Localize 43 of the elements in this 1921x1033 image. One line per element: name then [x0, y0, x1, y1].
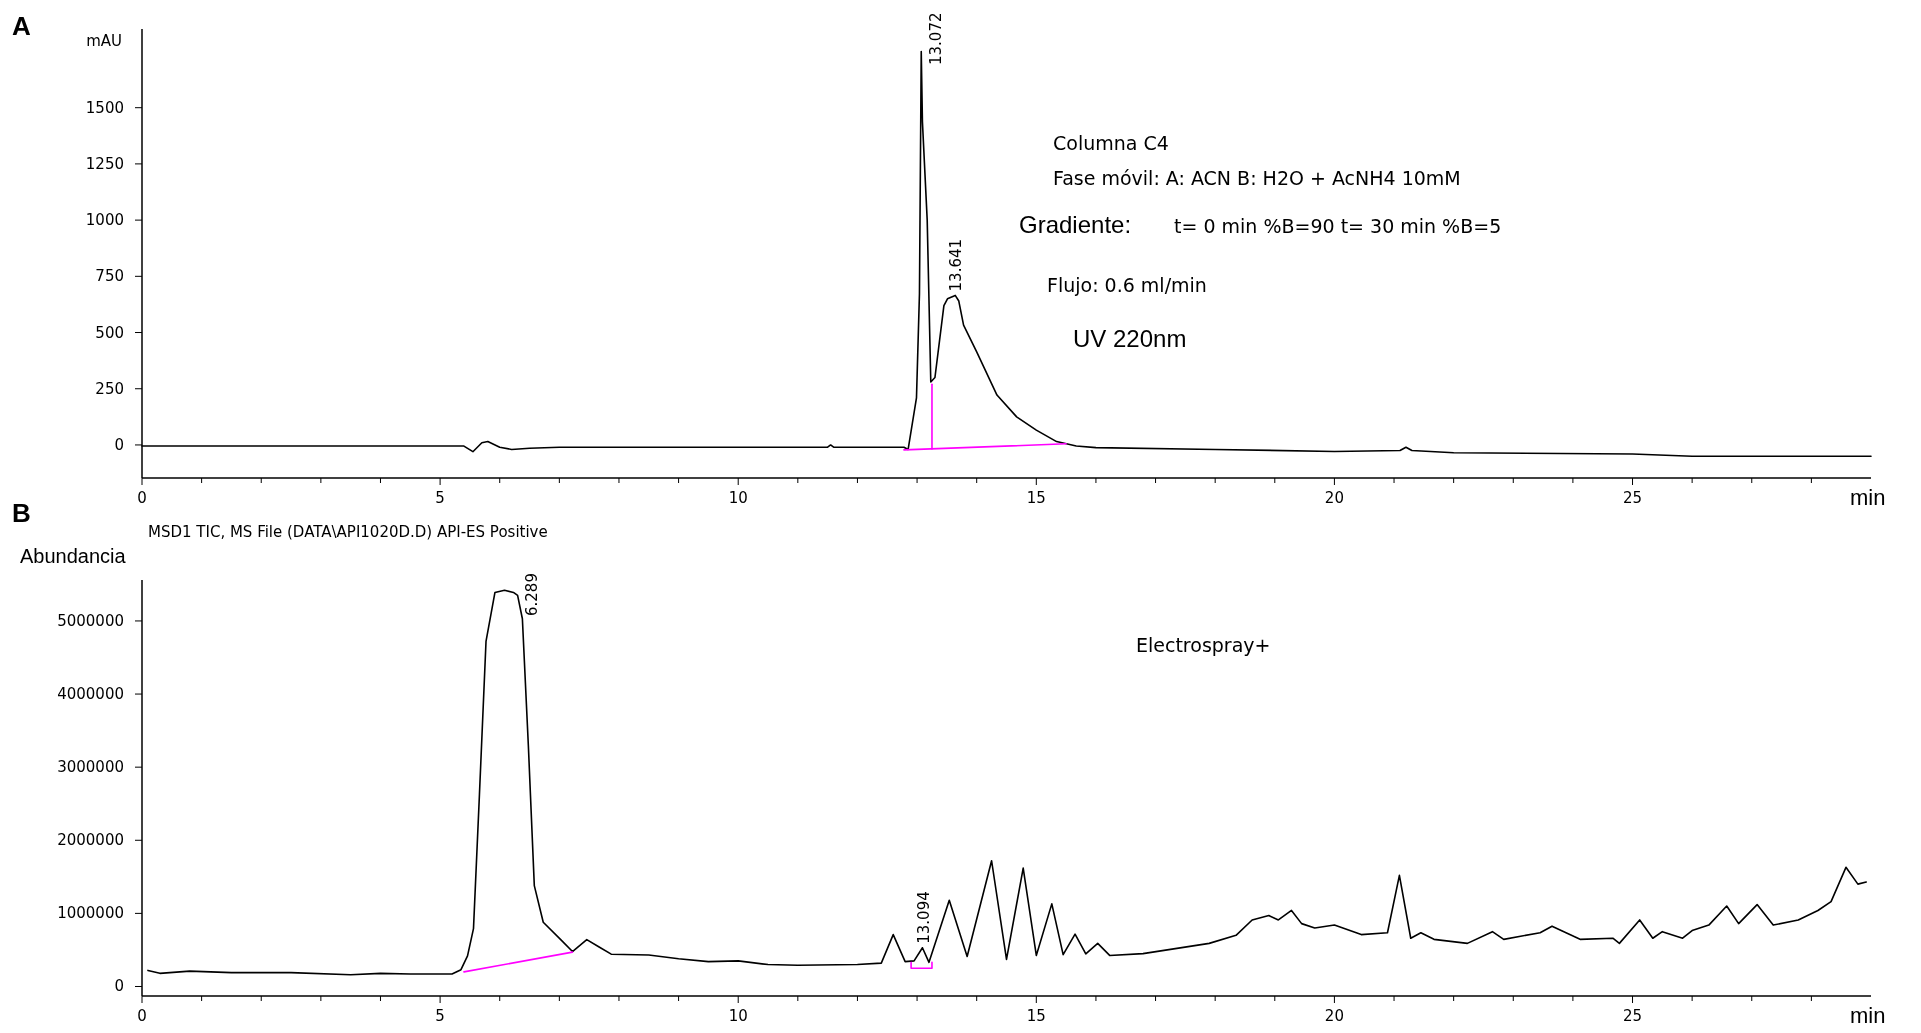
x-tick-label: 0 — [137, 1007, 147, 1025]
x-tick-label: 25 — [1622, 1007, 1643, 1025]
x-axis-title: min — [1850, 1003, 1886, 1028]
annotation: Flujo: 0.6 ml/min — [1047, 274, 1207, 296]
y-tick-label: 0 — [114, 977, 124, 996]
annotation: Gradiente: — [1019, 211, 1132, 238]
y-tick-label: 1250 — [85, 154, 124, 173]
x-tick-label: 0 — [137, 489, 147, 507]
chart-subtitle: MSD1 TIC, MS File (DATA\API1020D.D) API-ES Positive — [148, 523, 548, 541]
x-tick-label: 10 — [728, 1007, 748, 1025]
y-tick-label: 5000000 — [57, 611, 124, 630]
y-tick-label: 750 — [95, 267, 124, 286]
y-tick-label: 0 — [114, 435, 124, 454]
annotation: 13.094 — [914, 891, 933, 944]
annotation: Columna C4 — [1053, 132, 1169, 154]
x-tick-label: 20 — [1324, 489, 1344, 507]
x-tick-label: 25 — [1622, 489, 1643, 507]
chart-title: A — [12, 11, 31, 41]
y-axis-title: Abundancia — [20, 545, 127, 567]
y-tick-label: 4000000 — [57, 685, 124, 704]
y-tick-label: 500 — [95, 323, 124, 342]
y-tick-label: 250 — [95, 379, 124, 398]
annotation: 6.289 — [522, 573, 541, 616]
y-tick-label: 2000000 — [57, 831, 124, 850]
y-tick-label: 3000000 — [57, 758, 124, 777]
x-tick-label: 10 — [728, 489, 748, 507]
annotation: 13.641 — [947, 238, 966, 292]
y-tick-label: 1500 — [85, 98, 124, 117]
x-tick-label: 5 — [435, 1007, 445, 1025]
y-tick-label: 1000000 — [57, 904, 124, 923]
x-tick-label: 5 — [435, 489, 445, 507]
annotation: UV 220nm — [1073, 325, 1187, 352]
x-axis-title: min — [1850, 485, 1886, 510]
x-tick-label: 15 — [1026, 1007, 1046, 1025]
chart-title: B — [12, 498, 31, 528]
x-tick-label: 15 — [1026, 489, 1046, 507]
annotation: Electrospray+ — [1136, 634, 1271, 656]
y-tick-label: 1000 — [85, 211, 124, 230]
y-axis-title: mAU — [86, 32, 122, 50]
annotation: Fase móvil: A: ACN B: H2O + AcNH4 10mM — [1053, 167, 1461, 189]
annotation: t= 0 min %B=90 t= 30 min %B=5 — [1174, 215, 1502, 237]
x-tick-label: 20 — [1324, 1007, 1344, 1025]
annotation: 13.072 — [927, 12, 946, 65]
